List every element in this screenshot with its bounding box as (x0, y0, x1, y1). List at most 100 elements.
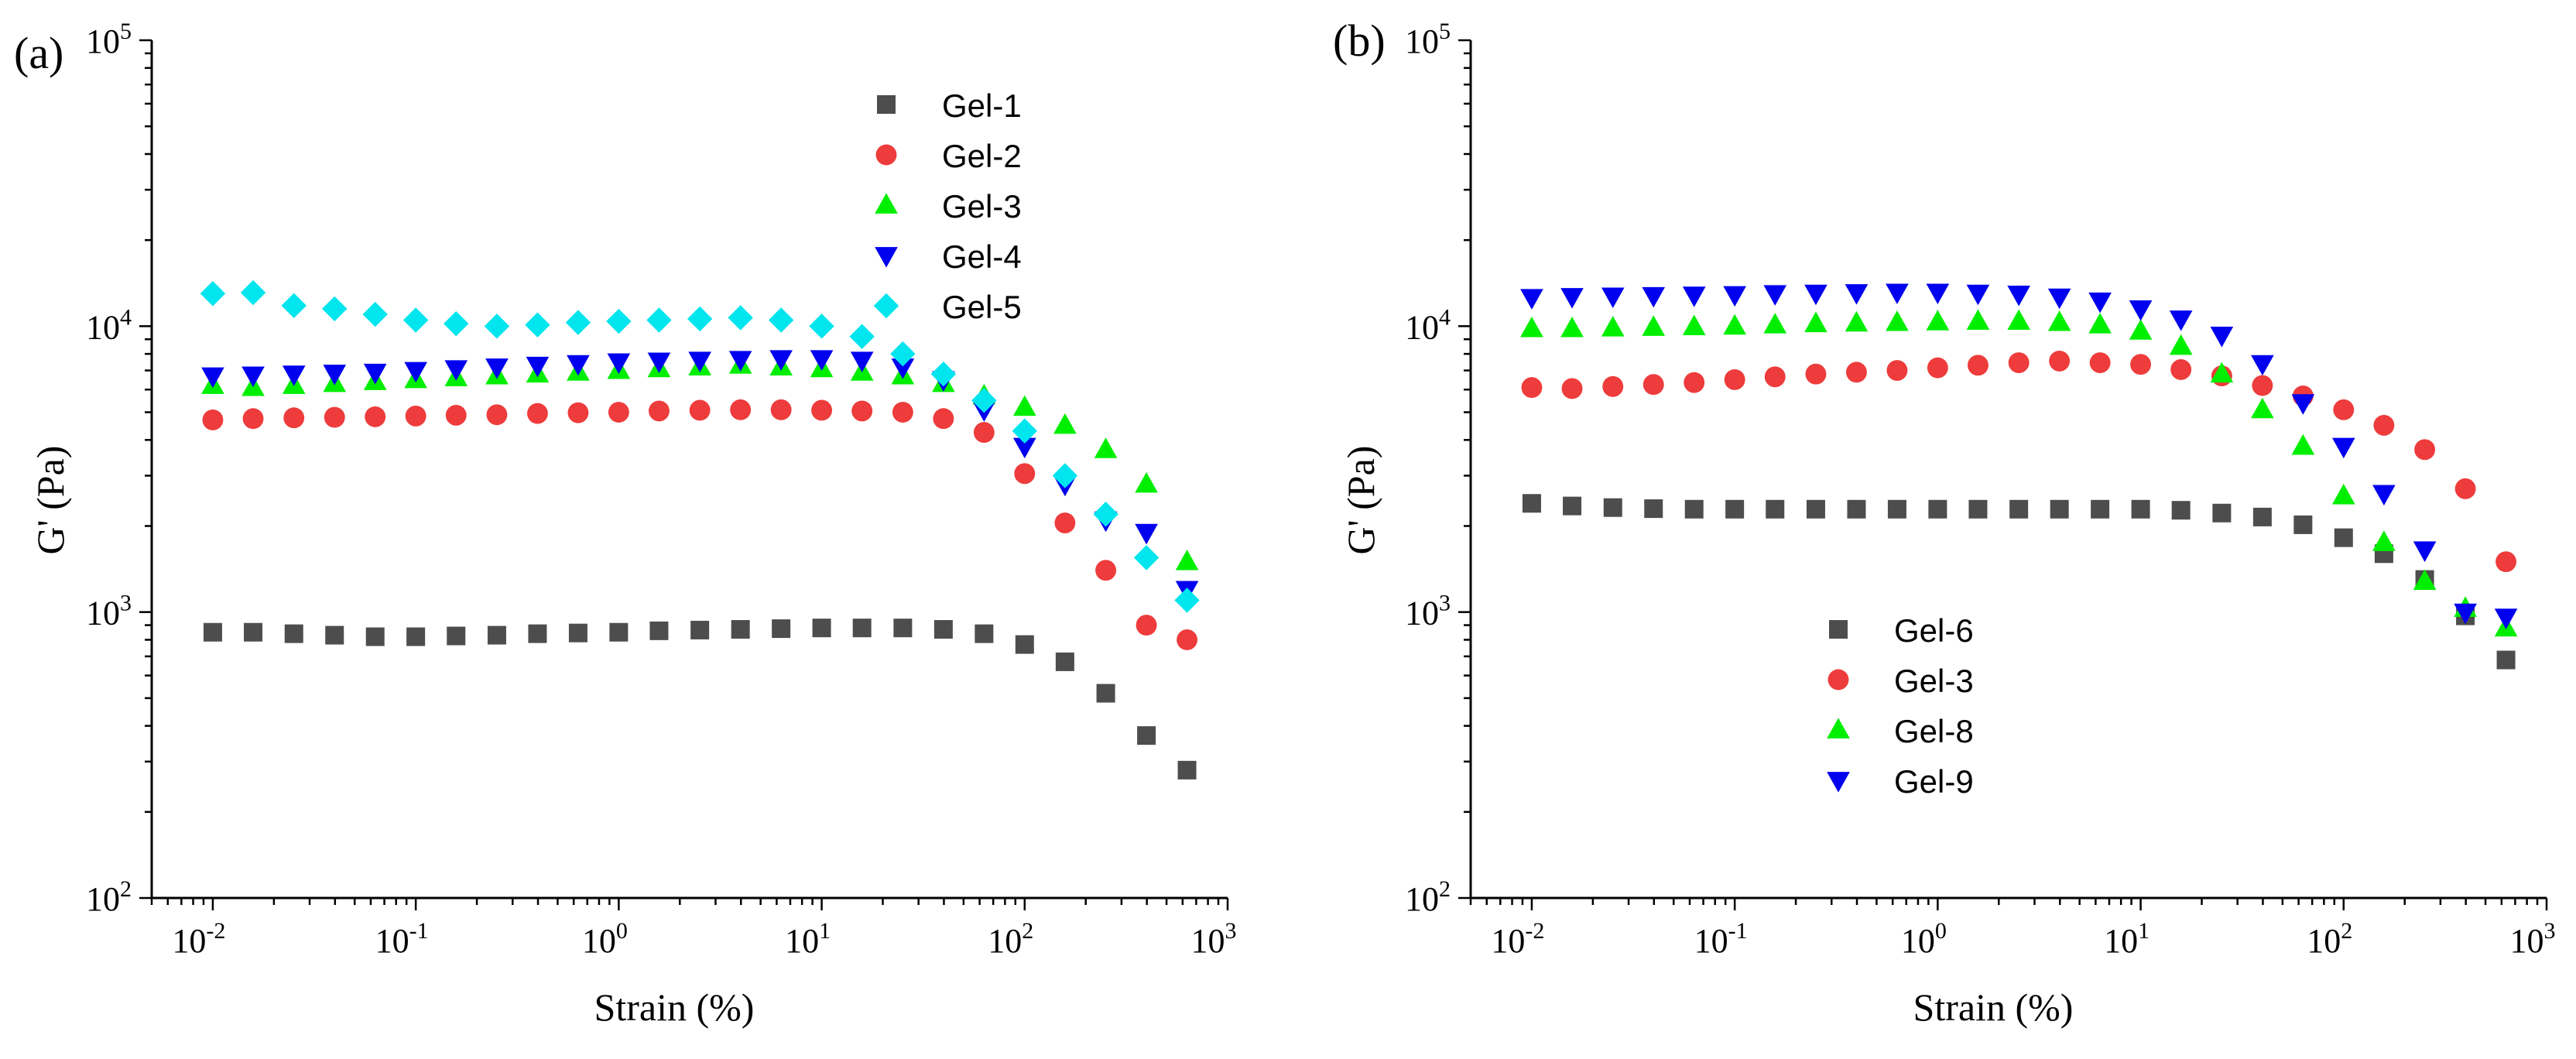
data-point (1723, 286, 1746, 307)
data-point (1968, 499, 1988, 519)
data-point (891, 358, 915, 379)
data-point (2331, 437, 2355, 459)
legend: Gel-1 Gel-2 Gel-3 Gel-4 Gel-5 (873, 87, 1022, 325)
data-point (2131, 499, 2150, 519)
legend-marker (1827, 772, 1850, 793)
data-point (1846, 362, 1867, 383)
data-point (2252, 375, 2273, 396)
data-point (1643, 374, 1664, 396)
data-point (484, 314, 510, 339)
data-point (2291, 394, 2315, 415)
data-point (2050, 499, 2069, 519)
data-point (852, 619, 872, 638)
data-point (2414, 439, 2436, 461)
data-point (1093, 501, 1118, 527)
data-point (1520, 289, 1543, 310)
data-point (1175, 550, 1199, 571)
data-point (402, 307, 429, 333)
data-point (404, 362, 427, 383)
data-point (1052, 463, 1078, 488)
data-point (689, 399, 711, 421)
data-point (2331, 483, 2355, 505)
data-point (892, 402, 913, 423)
data-point (203, 622, 222, 642)
legend-label: Gel-5 (942, 289, 1022, 325)
y-tick-label: 104 (1405, 304, 1451, 346)
data-point (1055, 652, 1074, 671)
data-point (2454, 603, 2477, 625)
data-point (568, 623, 587, 643)
data-point (445, 404, 467, 426)
data-point (2251, 397, 2274, 419)
data-point (933, 408, 954, 430)
data-point (2049, 350, 2071, 372)
x-axis-title: Strain (%) (1913, 985, 2074, 1029)
x-tick-label: 103 (1191, 918, 1237, 960)
data-point (1522, 494, 1541, 513)
legend-marker (877, 95, 896, 114)
data-point (851, 400, 873, 422)
data-point (1642, 315, 1666, 336)
data-point (2413, 541, 2437, 562)
data-point (283, 407, 305, 429)
data-point (1886, 283, 1909, 305)
data-point (444, 310, 469, 337)
data-point (2333, 399, 2355, 420)
data-point (284, 624, 303, 643)
data-point (201, 367, 224, 389)
data-point (1845, 284, 1869, 305)
legend-marker (1829, 620, 1848, 639)
data-point (2047, 288, 2071, 310)
data-point (202, 409, 224, 430)
data-point (405, 405, 426, 427)
series-gel-4 (201, 350, 1199, 602)
data-point (567, 402, 589, 423)
data-point (772, 619, 791, 639)
x-tick-label: 101 (785, 918, 831, 960)
y-tick-label: 105 (86, 19, 132, 60)
series-gel-3 (201, 353, 1199, 571)
data-point (444, 360, 468, 381)
data-point (2372, 485, 2396, 506)
data-point (2129, 300, 2153, 321)
data-point (1806, 499, 1825, 519)
data-point (362, 301, 388, 327)
data-point (1095, 560, 1117, 581)
data-point (1927, 357, 1948, 379)
data-point (2007, 285, 2030, 307)
data-point (812, 619, 831, 638)
series-gel-8 (1520, 309, 2518, 637)
data-point (730, 399, 752, 420)
data-point (1136, 615, 1157, 636)
data-point (850, 351, 874, 372)
data-point (971, 388, 997, 413)
panel-b: 10-2 10-1 100 101 102 103 102 103 104 105 Strain (… (1333, 15, 2556, 1029)
data-point (809, 314, 834, 339)
data-point (647, 352, 671, 374)
panel-label: (a) (14, 28, 63, 78)
series-gel-1 (203, 619, 1197, 780)
data-point (1137, 726, 1156, 745)
data-point (890, 341, 916, 367)
data-point (325, 625, 344, 645)
data-point (2088, 292, 2112, 314)
data-point (690, 620, 710, 639)
data-point (1560, 316, 1584, 338)
data-point (728, 351, 752, 372)
data-point (769, 350, 793, 371)
data-point (1763, 313, 1787, 334)
data-point (1015, 635, 1034, 654)
data-point (2334, 528, 2353, 547)
data-point (973, 422, 995, 444)
data-point (1682, 286, 1706, 307)
data-point (1684, 499, 1704, 519)
data-point (323, 365, 347, 386)
legend-marker (875, 144, 897, 166)
x-tick-label: 101 (2104, 918, 2150, 960)
data-point (1053, 413, 1077, 434)
legend-label: Gel-6 (1894, 612, 1974, 649)
data-point (2130, 354, 2152, 375)
data-point (1177, 760, 1197, 780)
data-point (2091, 499, 2110, 519)
data-point (1763, 285, 1787, 306)
